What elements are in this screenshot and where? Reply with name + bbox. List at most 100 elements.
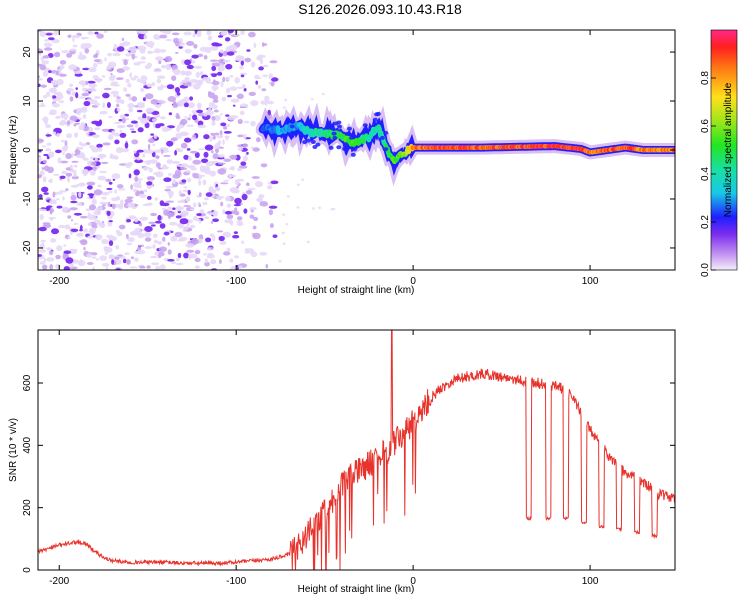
noise-blob bbox=[186, 222, 190, 227]
noise-blob bbox=[72, 36, 75, 43]
noise-blob bbox=[129, 72, 132, 79]
noise-blob bbox=[209, 59, 219, 62]
noise-blob bbox=[210, 259, 217, 265]
noise-blob bbox=[76, 232, 84, 237]
y-tick-label: 0 bbox=[22, 567, 33, 573]
noise-blob bbox=[268, 209, 274, 216]
noise-blob bbox=[175, 205, 183, 212]
noise-blob bbox=[188, 253, 192, 260]
noise-blob bbox=[211, 104, 218, 109]
noise-blob bbox=[118, 256, 126, 259]
noise-blob bbox=[266, 100, 274, 105]
noise-blob bbox=[66, 133, 73, 139]
noise-blob bbox=[182, 226, 189, 231]
noise-blob bbox=[189, 137, 196, 140]
noise-blob bbox=[134, 257, 139, 262]
noise-blob bbox=[233, 33, 241, 36]
noise-blob bbox=[220, 201, 224, 207]
noise-blob bbox=[174, 169, 182, 177]
noise-blob bbox=[38, 105, 47, 107]
noise-blob bbox=[115, 259, 122, 265]
noise-blob bbox=[99, 110, 108, 115]
y-tick-label: 400 bbox=[22, 437, 33, 454]
noise-blob bbox=[92, 62, 98, 68]
noise-blob bbox=[237, 147, 244, 151]
noise-blob bbox=[190, 167, 197, 171]
noise-blob bbox=[183, 205, 192, 208]
noise-blob bbox=[93, 189, 103, 196]
noise-blob bbox=[180, 131, 187, 137]
noise-blob bbox=[78, 96, 86, 99]
noise-blob bbox=[78, 191, 82, 198]
noise-blob bbox=[196, 213, 202, 217]
noise-blob bbox=[108, 191, 113, 193]
noise-blob bbox=[115, 229, 120, 234]
noise-blob bbox=[230, 266, 238, 270]
noise-blob bbox=[74, 149, 81, 154]
noise-blob bbox=[223, 126, 228, 130]
noise-blob bbox=[38, 226, 47, 232]
noise-blob bbox=[133, 62, 141, 66]
noise-blob bbox=[160, 84, 164, 90]
noise-blob bbox=[65, 172, 73, 177]
ridge-spur bbox=[344, 131, 350, 136]
noise-blob bbox=[58, 73, 67, 77]
noise-blob bbox=[195, 71, 200, 78]
noise-blob bbox=[236, 186, 240, 189]
ridge-spur bbox=[302, 140, 308, 145]
noise-blob bbox=[176, 124, 184, 129]
noise-blob bbox=[219, 240, 227, 245]
x-tick-label: -100 bbox=[226, 276, 246, 287]
noise-blob bbox=[155, 265, 161, 270]
noise-blob bbox=[43, 153, 49, 157]
noise-blob bbox=[183, 102, 189, 108]
noise-blob bbox=[258, 66, 264, 71]
ridge-spur bbox=[312, 145, 318, 149]
noise-blob bbox=[183, 72, 191, 75]
noise-blob bbox=[99, 201, 108, 205]
noise-blob bbox=[88, 67, 97, 73]
noise-blob bbox=[127, 102, 135, 109]
noise-blob bbox=[84, 48, 90, 54]
noise-blob bbox=[259, 251, 268, 256]
noise-blob bbox=[158, 60, 162, 65]
noise-blob bbox=[229, 115, 239, 119]
noise-blob bbox=[215, 195, 225, 199]
noise-blob bbox=[236, 93, 244, 100]
noise-blob bbox=[181, 163, 189, 168]
noise-blob bbox=[148, 221, 156, 224]
ridge-spur bbox=[383, 130, 389, 135]
noise-blob bbox=[56, 198, 60, 201]
noise-blob bbox=[38, 78, 43, 81]
noise-blob bbox=[270, 180, 279, 185]
noise-blob bbox=[136, 30, 144, 33]
noise-blob bbox=[73, 222, 79, 225]
noise-blob bbox=[86, 253, 93, 258]
noise-blob bbox=[98, 119, 103, 126]
noise-blob bbox=[56, 78, 64, 86]
noise-blob bbox=[157, 100, 167, 104]
noise-blob bbox=[217, 35, 224, 38]
noise-blob bbox=[234, 197, 242, 205]
noise-blob bbox=[119, 132, 127, 138]
noise-blob bbox=[93, 54, 98, 58]
noise-blob bbox=[204, 144, 214, 151]
noise-blob bbox=[49, 264, 54, 270]
ridge-spur bbox=[337, 124, 342, 129]
noise-blob bbox=[63, 250, 72, 254]
noise-blob bbox=[217, 154, 225, 158]
noise-blob bbox=[151, 118, 157, 122]
noise-blob bbox=[96, 33, 104, 39]
noise-blob bbox=[249, 207, 257, 211]
noise-blob bbox=[72, 259, 79, 264]
noise-blob bbox=[226, 51, 235, 56]
noise-blob bbox=[129, 128, 135, 131]
noise-blob bbox=[80, 239, 88, 246]
noise-blob bbox=[128, 173, 132, 179]
noise-blob bbox=[183, 252, 189, 259]
noise-blob bbox=[126, 242, 133, 246]
noise-blob bbox=[212, 210, 218, 217]
colorbar-tick-label: 0.2 bbox=[700, 215, 711, 229]
x-tick-label: -200 bbox=[49, 576, 69, 587]
noise-blob bbox=[42, 55, 50, 59]
